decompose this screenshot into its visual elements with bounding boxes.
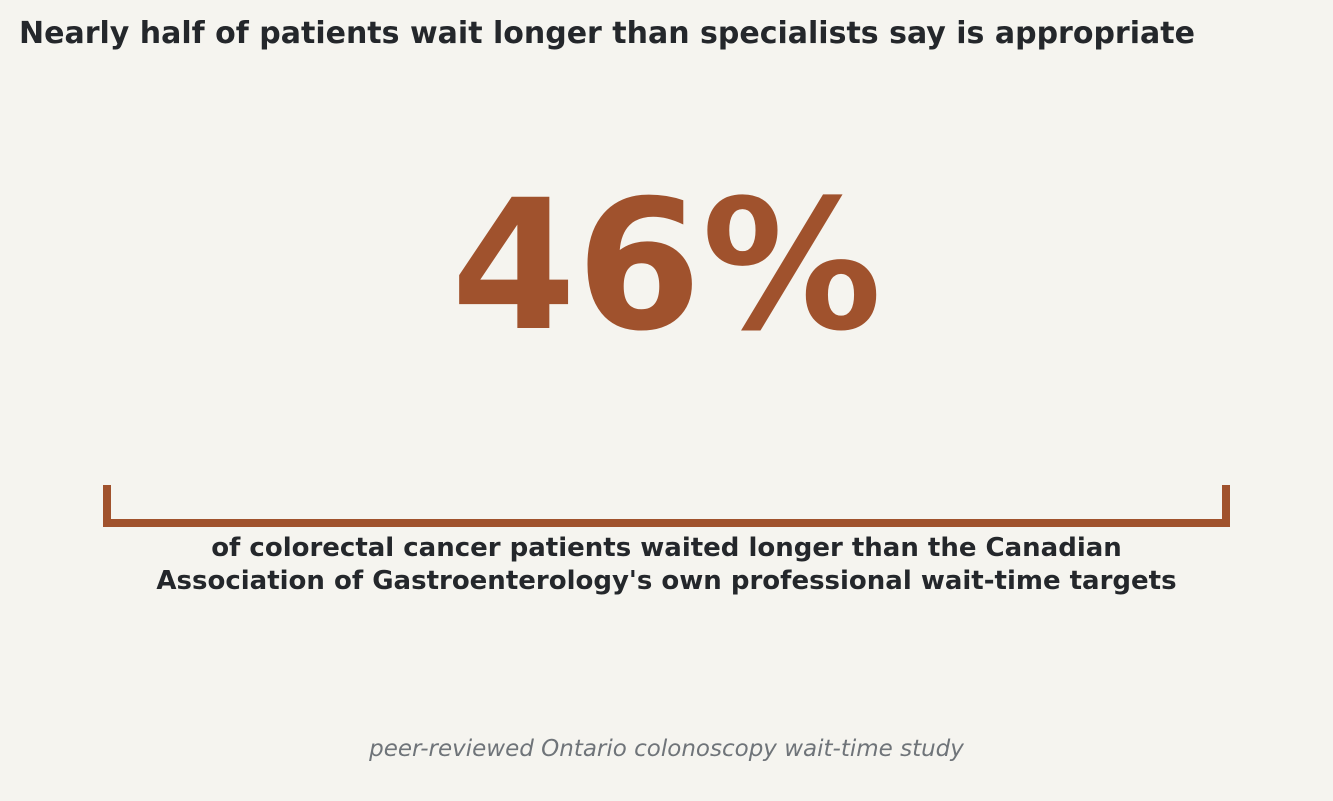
statistic-description: of colorectal cancer patients waited lon… [100,532,1233,598]
bracket-divider [103,485,1230,527]
description-line-1: of colorectal cancer patients waited lon… [211,533,1122,563]
headline-statistic: 46% [451,162,882,371]
description-line-2: Association of Gastroenterology's own pr… [156,566,1177,596]
page-title: Nearly half of patients wait longer than… [19,16,1195,51]
source-note: peer-reviewed Ontario colonoscopy wait-t… [369,736,964,762]
